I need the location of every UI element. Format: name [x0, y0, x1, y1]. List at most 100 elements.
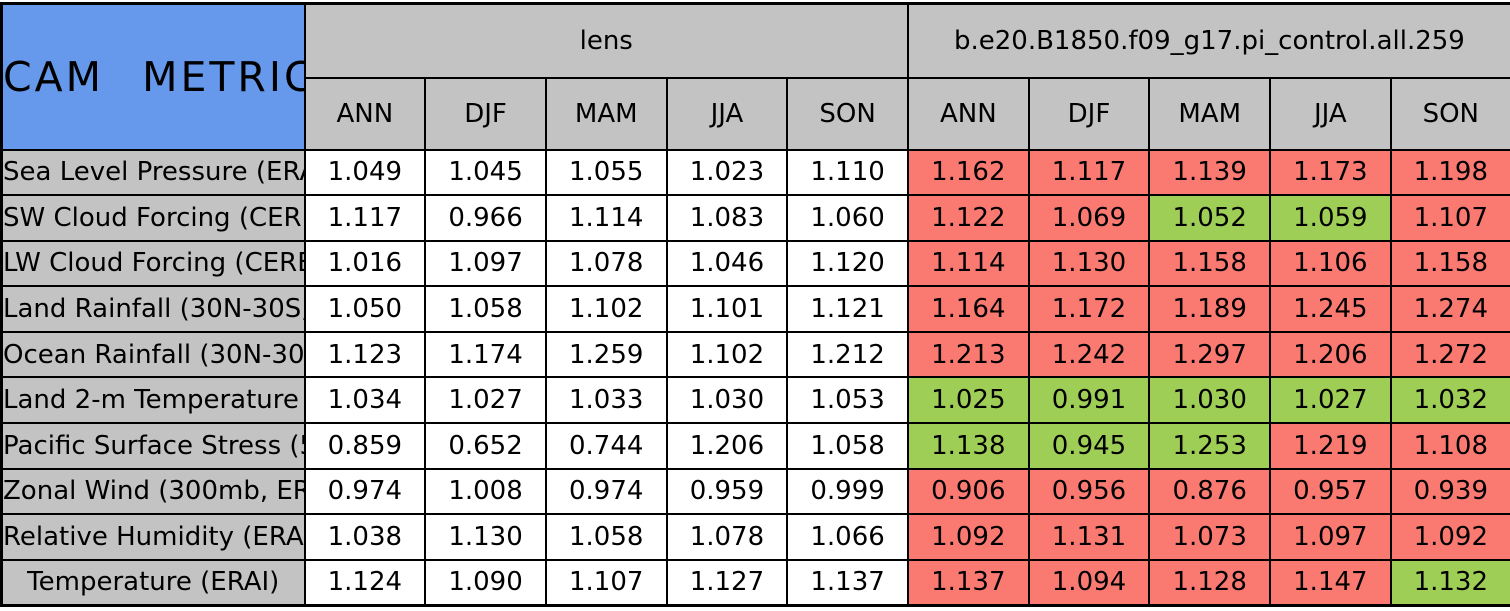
- value-cell: 1.078: [544, 239, 668, 288]
- value-cell: 1.049: [303, 148, 427, 197]
- table-title: CAM METRICS: [0, 2, 306, 151]
- value-cell: 1.083: [665, 194, 789, 242]
- value-cell: 1.137: [786, 558, 909, 607]
- value-cell: 1.259: [544, 330, 668, 379]
- value-cell: 1.023: [665, 148, 789, 197]
- value-cell: 1.032: [1389, 376, 1510, 425]
- value-cell: 1.030: [1148, 376, 1272, 425]
- value-cell: 0.744: [544, 422, 668, 470]
- value-cell: 1.158: [1389, 239, 1510, 288]
- metric-label: Land 2-m Temperature (Willmott): [0, 376, 306, 425]
- value-cell: 1.078: [665, 513, 789, 561]
- value-cell: 0.966: [424, 194, 547, 242]
- column-group-control-run: b.e20.B1850.f09_g17.pi_control.all.259: [906, 2, 1510, 79]
- value-cell: 1.164: [906, 285, 1030, 333]
- value-cell: 1.123: [303, 330, 427, 379]
- value-cell: 1.052: [1148, 194, 1272, 242]
- value-cell: 1.102: [665, 330, 789, 379]
- value-cell: 1.117: [303, 194, 427, 242]
- value-cell: 1.059: [1269, 194, 1392, 242]
- value-cell: 1.120: [786, 239, 909, 288]
- season-header-mam: MAM: [1148, 76, 1272, 151]
- metric-label: Zonal Wind (300mb, ERAI): [0, 467, 306, 516]
- value-cell: 1.106: [1269, 239, 1392, 288]
- value-cell: 0.974: [303, 467, 427, 516]
- value-cell: 0.906: [906, 467, 1030, 516]
- table-row: Zonal Wind (300mb, ERAI) 0.974 1.008 0.9…: [0, 467, 1510, 516]
- value-cell: 1.033: [544, 376, 668, 425]
- value-cell: 1.124: [303, 558, 427, 607]
- value-cell: 1.073: [1148, 513, 1272, 561]
- season-header-djf: DJF: [1027, 76, 1151, 151]
- table-row: Temperature (ERAI) 1.124 1.090 1.107 1.1…: [0, 558, 1510, 607]
- value-cell: 1.110: [786, 148, 909, 197]
- value-cell: 1.097: [1269, 513, 1392, 561]
- table-row: Land Rainfall (30N-30S, GPCP) 1.050 1.05…: [0, 285, 1510, 333]
- value-cell: 1.253: [1148, 422, 1272, 470]
- metric-label: Temperature (ERAI): [0, 558, 306, 607]
- value-cell: 1.122: [906, 194, 1030, 242]
- value-cell: 0.652: [424, 422, 547, 470]
- table-row: Land 2-m Temperature (Willmott) 1.034 1.…: [0, 376, 1510, 425]
- season-header-ann: ANN: [906, 76, 1030, 151]
- table-row: LW Cloud Forcing (CERES-EBAF) 1.016 1.09…: [0, 239, 1510, 288]
- table-row: Sea Level Pressure (ERAI) 1.049 1.045 1.…: [0, 148, 1510, 197]
- value-cell: 1.055: [544, 148, 668, 197]
- metric-label: Pacific Surface Stress (5N-5S, ERS): [0, 422, 306, 470]
- metric-label: SW Cloud Forcing (CERES-EBAF): [0, 194, 306, 242]
- table-row: SW Cloud Forcing (CERES-EBAF) 1.117 0.96…: [0, 194, 1510, 242]
- season-header-jja: JJA: [1269, 76, 1392, 151]
- value-cell: 1.090: [424, 558, 547, 607]
- value-cell: 0.859: [303, 422, 427, 470]
- value-cell: 1.092: [1389, 513, 1510, 561]
- value-cell: 1.069: [1027, 194, 1151, 242]
- value-cell: 1.046: [665, 239, 789, 288]
- value-cell: 1.030: [665, 376, 789, 425]
- value-cell: 0.974: [544, 467, 668, 516]
- value-cell: 1.272: [1389, 330, 1510, 379]
- value-cell: 1.060: [786, 194, 909, 242]
- value-cell: 1.066: [786, 513, 909, 561]
- value-cell: 1.058: [424, 285, 547, 333]
- value-cell: 1.274: [1389, 285, 1510, 333]
- value-cell: 1.297: [1148, 330, 1272, 379]
- value-cell: 1.016: [303, 239, 427, 288]
- value-cell: 1.107: [544, 558, 668, 607]
- value-cell: 1.206: [1269, 330, 1392, 379]
- value-cell: 1.138: [906, 422, 1030, 470]
- value-cell: 0.939: [1389, 467, 1510, 516]
- table-row: Pacific Surface Stress (5N-5S, ERS) 0.85…: [0, 422, 1510, 470]
- value-cell: 0.945: [1027, 422, 1151, 470]
- value-cell: 1.147: [1269, 558, 1392, 607]
- column-group-lens: lens: [303, 2, 909, 79]
- value-cell: 1.027: [424, 376, 547, 425]
- value-cell: 1.045: [424, 148, 547, 197]
- value-cell: 0.957: [1269, 467, 1392, 516]
- metric-label: Land Rainfall (30N-30S, GPCP): [0, 285, 306, 333]
- value-cell: 1.173: [1269, 148, 1392, 197]
- value-cell: 1.245: [1269, 285, 1392, 333]
- value-cell: 1.206: [665, 422, 789, 470]
- value-cell: 1.137: [906, 558, 1030, 607]
- value-cell: 1.130: [1027, 239, 1151, 288]
- value-cell: 1.139: [1148, 148, 1272, 197]
- value-cell: 1.219: [1269, 422, 1392, 470]
- value-cell: 1.097: [424, 239, 547, 288]
- value-cell: 1.130: [424, 513, 547, 561]
- season-header-son: SON: [1389, 76, 1510, 151]
- value-cell: 1.189: [1148, 285, 1272, 333]
- metric-label: Sea Level Pressure (ERAI): [0, 148, 306, 197]
- value-cell: 1.117: [1027, 148, 1151, 197]
- metric-label: Relative Humidity (ERAI): [0, 513, 306, 561]
- season-header-ann: ANN: [303, 76, 427, 151]
- value-cell: 1.213: [906, 330, 1030, 379]
- value-cell: 1.050: [303, 285, 427, 333]
- value-cell: 1.132: [1389, 558, 1510, 607]
- value-cell: 1.094: [1027, 558, 1151, 607]
- table-row: Relative Humidity (ERAI) 1.038 1.130 1.0…: [0, 513, 1510, 561]
- value-cell: 1.172: [1027, 285, 1151, 333]
- value-cell: 1.058: [544, 513, 668, 561]
- metric-label: Ocean Rainfall (30N-30S, GPCP): [0, 330, 306, 379]
- value-cell: 1.162: [906, 148, 1030, 197]
